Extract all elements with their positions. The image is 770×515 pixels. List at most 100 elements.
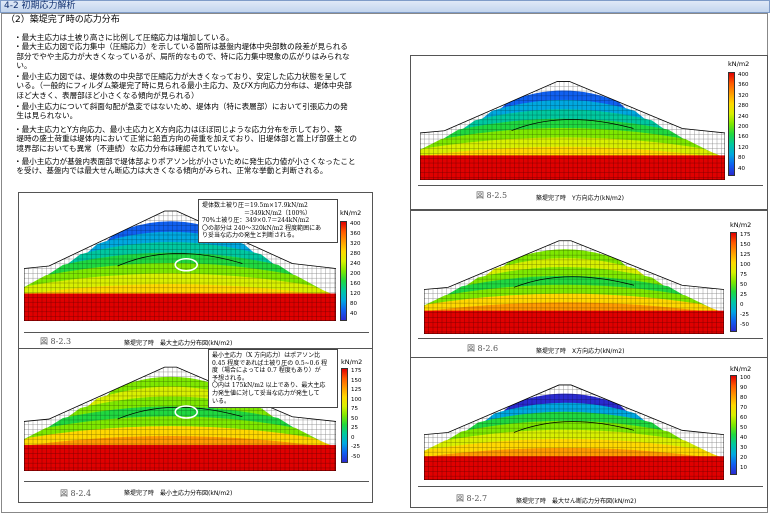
- f27-tick-5: 50: [740, 425, 747, 431]
- figure-8-2-5-rule: [418, 185, 763, 186]
- foundation-layer: [24, 293, 336, 321]
- f25-tick-8: 80: [738, 155, 745, 162]
- f24-tick-1: 150: [351, 377, 362, 384]
- f24-tick-5: 50: [351, 415, 358, 422]
- figure-8-2-7-caption: 築堤完了時 最大せん断応力分布図(kN/m2): [516, 498, 637, 505]
- figure-8-2-4-unit: kN/m2: [341, 358, 363, 366]
- figure-8-2-5-colorbar: [728, 72, 735, 176]
- f23-tick-0: 400: [350, 221, 361, 227]
- figure-8-2-7-number: 図 8-2.7: [456, 494, 488, 503]
- figure-8-2-3-colorbar: [340, 221, 347, 321]
- f27-tick-2: 80: [740, 395, 747, 401]
- bullet-5: ・最小主応力が基盤内表面部で堤体部よりポアソン比が小さいために発生応力値が小さく…: [14, 157, 356, 176]
- f23-tick-4: 240: [350, 261, 361, 267]
- f27-tick-0: 100: [740, 375, 751, 381]
- f24-tick-0: 175: [351, 368, 362, 374]
- contour-bands: [24, 221, 336, 321]
- f25-tick-6: 160: [738, 134, 749, 141]
- f25-tick-0: 400: [738, 72, 749, 78]
- f27-tick-4: 60: [740, 415, 747, 421]
- figure-8-2-6-unit: kN/m2: [730, 221, 752, 229]
- dam-outline: [424, 384, 724, 480]
- f24-tick-4: 75: [351, 406, 358, 412]
- figure-8-2-7-contour-plot: [424, 384, 724, 480]
- f26-tick-9: -50: [740, 322, 749, 328]
- header-bar: 4-2 初期応力解析: [0, 0, 770, 13]
- f23-tick-6: 160: [350, 281, 361, 287]
- figure-8-2-5-number: 図 8-2.5: [476, 191, 508, 200]
- figure-8-2-4-contour-plot: [24, 366, 336, 471]
- figure-8-2-6-number: 図 8-2.6: [467, 344, 499, 353]
- f23-tick-2: 320: [350, 241, 361, 247]
- figure-8-2-4-caption: 築堤完了時 最小主応力分布図(kN/m2): [124, 490, 233, 497]
- header-title: 4-2 初期応力解析: [4, 1, 76, 11]
- f24-tick-2: 125: [351, 387, 362, 393]
- figure-8-2-6-rule: [418, 338, 763, 339]
- f23-tick-1: 360: [350, 231, 361, 237]
- f27-tick-1: 90: [740, 385, 747, 391]
- f27-tick-8: 20: [740, 455, 747, 461]
- f26-tick-1: 150: [740, 242, 751, 248]
- zone-boundary: [511, 119, 634, 132]
- figure-8-2-7-unit: kN/m2: [730, 365, 752, 373]
- zone-boundary: [117, 253, 243, 267]
- zone-boundary: [117, 406, 243, 420]
- bullet-3: ・最小主応力について斜面勾配が急変ではないため、堤体内（特に表層部）において引張…: [14, 102, 348, 121]
- dam-outline: [424, 240, 724, 334]
- figure-8-2-6-colorbar: [730, 232, 737, 332]
- f23-tick-9: 40: [350, 311, 357, 317]
- f27-tick-3: 70: [740, 405, 747, 411]
- f25-tick-1: 360: [738, 82, 749, 89]
- f23-tick-8: 80: [350, 301, 357, 307]
- figure-8-2-4-number: 図 8-2.4: [60, 489, 92, 498]
- zone-boundary: [513, 276, 635, 288]
- contour-bands: [420, 90, 725, 180]
- f26-tick-3: 100: [740, 262, 751, 268]
- f26-tick-7: 0: [740, 302, 744, 308]
- figure-8-2-3-note: 堤体数土被り圧＝19.5m×17.9kN/m2 ＝349kN/m2（100%） …: [198, 199, 338, 243]
- figure-8-2-5-unit: kN/m2: [728, 60, 750, 68]
- zone-boundary: [513, 421, 635, 433]
- f26-tick-4: 75: [740, 272, 747, 278]
- f24-tick-8: -25: [351, 444, 360, 450]
- f23-tick-3: 280: [350, 251, 361, 257]
- figure-8-2-4-note: 最小主応力（X 方向応力）はポアソン比 0.45 程度であれば土被り圧の 0.5…: [208, 349, 338, 409]
- figure-8-2-7-colorbar: [730, 375, 737, 475]
- f26-tick-8: -25: [740, 312, 749, 318]
- f27-tick-9: 10: [740, 465, 747, 471]
- f25-tick-2: 320: [738, 92, 749, 99]
- highlight-circle: [174, 257, 199, 272]
- figure-8-2-7-rule: [418, 486, 763, 487]
- f26-tick-2: 125: [740, 252, 751, 258]
- figure-8-2-4-colorbar: [341, 368, 348, 463]
- highlight-circle: [174, 405, 199, 419]
- figure-8-2-3-caption: 築堤完了時 最大主応力分布図(kN/m2): [124, 340, 233, 347]
- section-title: （2）築堤完了時の応力分布: [6, 15, 120, 25]
- bullet-2: ・最小主応力図では、堤体数の中央部で圧縮応力が大きくなっており、安定した応力状態…: [14, 72, 352, 100]
- bullet-4: ・最大主応力とY方向応力、最小主応力とX方向応力はほぼ同じような応力分布を示して…: [14, 125, 357, 153]
- f24-tick-3: 100: [351, 396, 362, 403]
- figure-8-2-6-contour-plot: [424, 240, 724, 334]
- f23-tick-7: 120: [350, 291, 361, 297]
- f26-tick-0: 175: [740, 232, 751, 238]
- f25-tick-9: 40: [738, 165, 745, 172]
- f26-tick-5: 50: [740, 282, 747, 288]
- f23-tick-5: 200: [350, 271, 361, 277]
- figure-8-2-3-number: 図 8-2.3: [40, 337, 72, 346]
- dam-outline: [24, 210, 336, 321]
- f24-tick-6: 25: [351, 425, 358, 431]
- f25-tick-5: 200: [738, 124, 749, 130]
- dam-outline: [420, 81, 725, 180]
- f27-tick-6: 40: [740, 435, 747, 441]
- figure-8-2-3-contour-plot: [24, 210, 336, 321]
- figure-8-2-4-rule: [24, 481, 369, 482]
- figure-8-2-3-unit: kN/m2: [340, 209, 362, 217]
- bullet-1: ・最大主応力は土被り高さに比例して圧縮応力は増加している。 ・最大主応力図で応力…: [14, 33, 350, 71]
- figure-8-2-6-caption: 築堤完了時 X方向応力(kN/m2): [536, 348, 625, 355]
- f27-tick-7: 30: [740, 445, 747, 451]
- f24-tick-7: 0: [351, 434, 355, 441]
- foundation-layer: [24, 445, 336, 471]
- figure-8-2-3-rule: [24, 332, 369, 333]
- f25-tick-7: 120: [738, 144, 749, 151]
- dam-outline: [24, 366, 336, 471]
